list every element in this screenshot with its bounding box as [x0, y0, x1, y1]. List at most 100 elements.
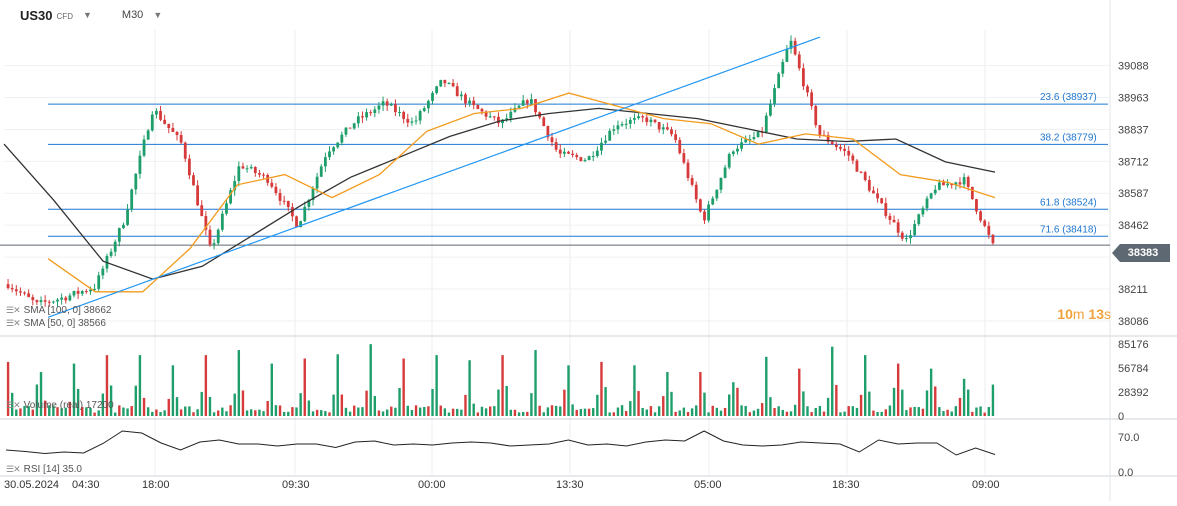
candle-body: [554, 142, 558, 150]
current-price-value: 38383: [1127, 247, 1159, 259]
volume-bar: [81, 406, 84, 416]
volume-bar: [765, 356, 768, 416]
candle-body: [657, 122, 661, 130]
candle-body: [183, 142, 187, 159]
candle-body: [278, 193, 282, 201]
volume-bar: [423, 407, 426, 416]
candle-body: [649, 119, 653, 123]
indicator-settings-icon[interactable]: ☰✕: [6, 400, 21, 410]
candle-body: [76, 290, 80, 294]
volume-bar: [501, 355, 504, 416]
candle-body: [970, 186, 974, 200]
candle-body: [192, 175, 195, 186]
volume-bar: [385, 409, 389, 416]
symbol-label[interactable]: US30: [20, 7, 53, 23]
candle-body: [385, 101, 389, 106]
candle-body: [859, 171, 863, 173]
candle-body: [612, 129, 616, 131]
volume-bar: [909, 407, 912, 416]
volume-bar: [282, 411, 286, 416]
volume-bar: [64, 407, 67, 416]
candle-body: [826, 135, 830, 142]
volume-bar: [93, 412, 96, 416]
candle-body: [608, 130, 612, 141]
volume-bar: [884, 409, 887, 416]
volume-bar: [427, 406, 430, 416]
candle-body: [604, 140, 607, 143]
volume-bar: [550, 405, 554, 416]
volume-bar: [39, 372, 43, 416]
candle-body: [422, 108, 426, 112]
volume-bar: [142, 397, 146, 416]
fibonacci-level-label: 71.6 (38418): [1040, 224, 1097, 235]
timeframe-dropdown-icon[interactable]: ▼: [153, 10, 163, 20]
candle-body: [332, 147, 336, 152]
candle-body: [43, 300, 47, 302]
candle-body: [80, 291, 84, 294]
candle-body: [464, 94, 467, 104]
candle-body: [991, 234, 995, 244]
volume-bar: [559, 406, 562, 416]
symbol-dropdown-icon[interactable]: ▼: [82, 10, 92, 20]
volume-bar: [447, 412, 451, 416]
volume-bar: [431, 388, 434, 416]
volume-bar: [299, 393, 302, 416]
candle-body: [216, 229, 220, 244]
candle-body: [905, 238, 908, 240]
candle-body: [521, 100, 525, 106]
candle-body: [488, 116, 492, 118]
indicator-settings-icon[interactable]: ☰✕: [6, 305, 21, 315]
candle-body: [274, 186, 278, 194]
candle-body: [406, 118, 410, 123]
candle-body: [801, 68, 805, 87]
price-axis-tick-label: 38211: [1118, 284, 1148, 296]
volume-bar: [645, 409, 648, 416]
candle-body: [777, 73, 781, 89]
time-axis-tick-label: 00:00: [418, 479, 446, 491]
volume-bar: [703, 392, 706, 416]
candle-body: [146, 130, 150, 140]
candle-body: [381, 101, 385, 106]
volume-bar: [76, 388, 80, 416]
volume-bar: [971, 411, 974, 416]
candle-body: [785, 48, 789, 62]
legend-rsi-label: RSI [14] 35.0: [23, 464, 82, 475]
candle-body: [35, 300, 39, 303]
candle-countdown: 10m 13s: [1057, 306, 1111, 322]
indicator-settings-icon[interactable]: ☰✕: [6, 464, 21, 474]
candle-body: [6, 284, 10, 288]
sma-50-line[interactable]: [47, 92, 996, 293]
current-price-tag: 38383: [1112, 244, 1170, 262]
volume-bar: [237, 350, 241, 416]
volume-bar: [526, 411, 529, 416]
candle-body: [682, 153, 686, 163]
rsi-line[interactable]: [5, 430, 996, 456]
volume-bar: [138, 355, 142, 416]
volume-bar: [336, 354, 339, 416]
candle-body: [764, 115, 768, 133]
candle-body: [727, 154, 731, 168]
volume-bar: [736, 387, 739, 416]
candle-body: [744, 139, 748, 143]
volume-bar: [101, 393, 105, 416]
volume-bar: [134, 385, 138, 416]
candle-body: [546, 126, 550, 138]
volume-bar: [983, 412, 986, 416]
volume-bar: [629, 401, 632, 416]
volume-bar: [163, 410, 166, 416]
time-axis-tick-label: 09:30: [282, 479, 310, 491]
volume-bar: [542, 412, 545, 416]
indicator-settings-icon[interactable]: ☰✕: [6, 318, 21, 328]
candle-body: [847, 150, 851, 156]
candle-body: [715, 189, 719, 199]
volume-bar: [464, 394, 467, 416]
candle-body: [773, 88, 776, 104]
countdown-minutes: 10: [1057, 306, 1073, 322]
volume-bar: [818, 405, 822, 416]
sma-100-line[interactable]: [3, 107, 996, 280]
volume-bar: [443, 408, 447, 416]
candle-body: [624, 123, 628, 125]
timeframe-selector[interactable]: M30: [121, 9, 144, 21]
trend-line[interactable]: [47, 36, 821, 318]
